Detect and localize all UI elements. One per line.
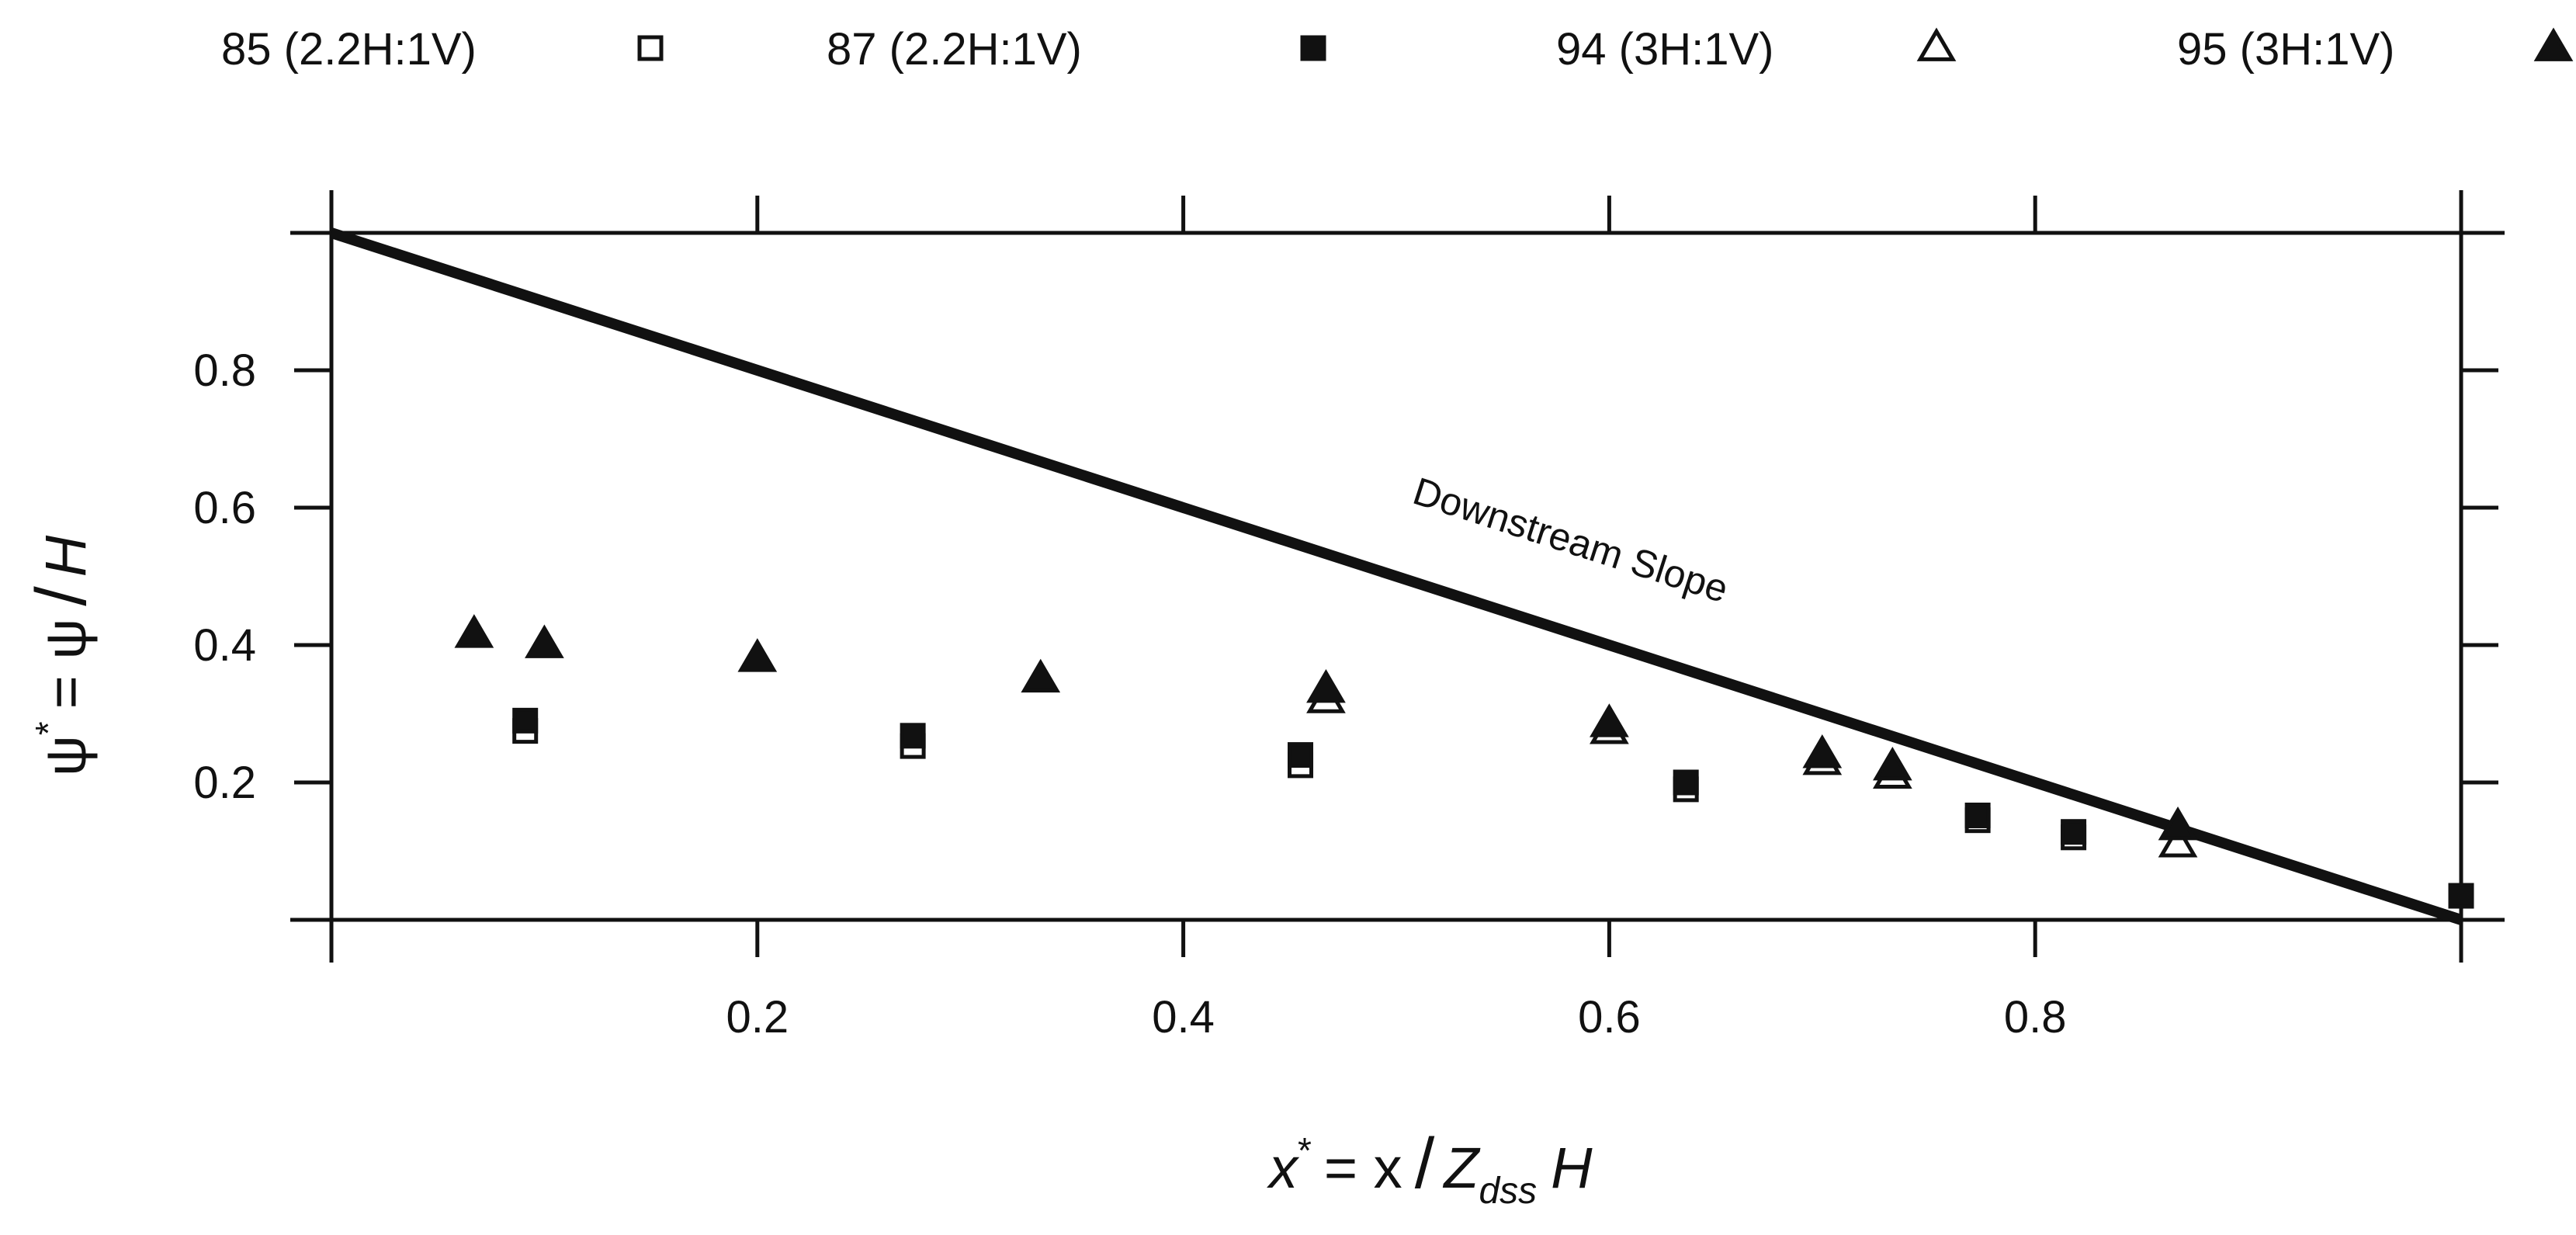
data-point [525,624,564,658]
y-tick-label: 0.6 [193,483,256,533]
legend-marker [637,35,664,61]
x-tick-label: 0.4 [1152,992,1215,1042]
legend: 85 (2.2H:1V) 87 (2.2H:1V) 94 (3H:1V) 95 (3H… [221,24,2574,75]
legend-marker [1300,35,1326,61]
data-point [1673,769,1699,796]
x-axis-title-sub: dss [1479,1171,1537,1212]
data-points [454,614,2474,909]
data-point [2061,819,2087,845]
data-point [2158,806,2198,841]
y-axis-title-var: ψ [33,735,98,776]
downstream-slope-label: Downstream Slope [1408,469,1733,611]
data-point [1306,668,1346,703]
y-axis-title: ψ* = ψ / H [22,535,101,776]
data-point [737,638,778,672]
x-tick-label: 0.8 [2004,992,2067,1042]
axis-ticks: 0.2 0.4 0.6 0.8 0.2 0.4 0.6 0.8 [193,196,2498,1042]
x-tick-label: 0.6 [1578,992,1641,1042]
legend-label: 94 (3H:1V) [1556,24,1773,75]
data-point [512,707,539,734]
x-tick-label: 0.2 [726,992,789,1042]
y-axis-title-h: H [33,535,98,577]
y-axis-title-eq: = ψ [33,619,98,709]
legend-marker [2533,27,2574,61]
x-axis-title-z: Z [1442,1136,1481,1200]
plot-frame [290,190,2505,963]
data-point [2158,824,2198,858]
x-axis-title-var: x [1267,1136,1300,1200]
data-point [1872,746,1912,781]
x-axis-title-slash: / [1415,1124,1435,1203]
legend-marker [1916,27,1957,61]
data-point [2448,883,2474,909]
y-tick-label: 0.4 [193,620,256,671]
x-axis-title-h: H [1551,1136,1593,1200]
y-axis-title-slash: / [22,586,101,606]
downstream-slope-line: Downstream Slope [329,227,2463,925]
legend-label: 95 (3H:1V) [2177,24,2394,75]
data-point [1288,742,1314,768]
data-point [1021,658,1061,693]
data-point [1590,703,1629,737]
y-axis-title-sup: * [28,721,68,735]
data-point [1964,802,1991,828]
x-axis-title: x* = x / Zdss H [1267,1124,1593,1212]
downstream-slope [329,227,2463,925]
data-point [454,614,494,648]
data-point [900,723,926,749]
x-axis-title-sup: * [1298,1130,1312,1171]
y-tick-label: 0.2 [193,758,256,808]
data-point [1802,734,1843,768]
legend-label: 87 (2.2H:1V) [827,24,1082,75]
legend-label: 85 (2.2H:1V) [221,24,477,75]
x-axis-title-eq: = x [1324,1136,1402,1200]
y-tick-label: 0.8 [193,345,256,396]
